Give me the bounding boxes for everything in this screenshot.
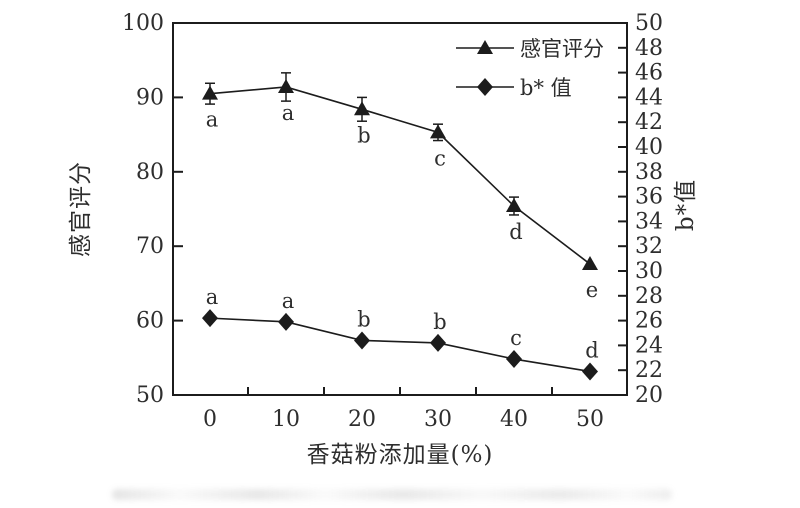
series-sensory-score: a a b c d e	[202, 72, 598, 302]
right-axis-tick-label: 32	[635, 234, 663, 259]
right-axis-tick-label: 38	[635, 160, 663, 185]
significance-letter: e	[586, 278, 598, 302]
diamond-marker	[430, 333, 446, 352]
series-b-star-value: a a b b c d	[202, 285, 599, 381]
left-axis: 50 60 70 80 90 100	[122, 11, 183, 408]
print-artifact-band	[112, 489, 672, 500]
right-axis-tick-label: 26	[635, 309, 663, 334]
left-axis-tick-label: 80	[136, 160, 164, 185]
left-axis-tick-label: 90	[136, 85, 164, 110]
right-axis-tick-label: 36	[635, 185, 663, 210]
significance-letter: c	[434, 146, 446, 170]
right-axis-tick-label: 46	[635, 61, 663, 86]
diamond-marker	[354, 331, 370, 350]
x-axis-tick-label: 40	[500, 407, 528, 432]
right-axis-tick-label: 24	[635, 333, 663, 358]
right-axis-tick-label: 50	[635, 11, 663, 36]
x-axis: 0 10 20 30 40 50	[203, 387, 604, 432]
left-axis-tick-label: 50	[136, 383, 164, 408]
right-axis-tick-label: 30	[635, 259, 663, 284]
left-y-axis-title: 感官评分	[68, 161, 94, 257]
diamond-marker	[278, 312, 294, 331]
diamond-marker	[506, 350, 522, 369]
diamond-marker	[477, 78, 493, 96]
right-y-axis-title: b*值	[673, 178, 699, 232]
left-axis-tick-label: 70	[136, 234, 164, 259]
right-axis-tick-label: 44	[635, 85, 663, 110]
triangle-marker	[278, 78, 294, 93]
significance-letter: d	[585, 338, 598, 362]
triangle-marker	[202, 85, 218, 100]
x-axis-tick-label: 50	[576, 407, 604, 432]
left-axis-tick-label: 100	[122, 11, 164, 36]
left-axis-tick-label: 60	[136, 309, 164, 334]
right-axis-tick-label: 22	[635, 358, 663, 383]
significance-letter: a	[282, 101, 295, 125]
right-axis-tick-label: 20	[635, 383, 663, 408]
x-axis-tick-label: 30	[424, 407, 452, 432]
series-line	[209, 86, 591, 265]
legend-entry-label: b* 值	[520, 76, 572, 100]
significance-letter: a	[206, 108, 219, 132]
significance-letter: a	[282, 289, 295, 313]
significance-letter: b	[433, 310, 446, 334]
significance-letter: d	[509, 220, 522, 244]
x-axis-title: 香菇粉添加量(%)	[306, 442, 494, 468]
diamond-marker	[202, 309, 218, 328]
right-axis-tick-label: 48	[635, 36, 663, 61]
x-axis-tick-label: 0	[203, 407, 217, 432]
right-axis-tick-label: 34	[635, 209, 663, 234]
x-axis-tick-label: 20	[348, 407, 376, 432]
right-axis-tick-label: 28	[635, 284, 663, 309]
series-line	[209, 317, 591, 373]
x-axis-tick-label: 10	[272, 407, 300, 432]
significance-letter: c	[510, 326, 522, 350]
significance-letter: b	[357, 307, 370, 331]
legend: 感官评分 b* 值	[456, 37, 604, 100]
significance-letter: a	[206, 285, 219, 309]
significance-letter: b	[357, 123, 370, 147]
triangle-marker	[506, 198, 522, 213]
right-axis-tick-label: 42	[635, 110, 663, 135]
triangle-marker	[477, 40, 493, 54]
diamond-marker	[582, 362, 598, 381]
triangle-marker	[354, 101, 370, 116]
triangle-marker	[430, 124, 446, 139]
right-axis-tick-label: 40	[635, 135, 663, 160]
legend-entry-label: 感官评分	[520, 37, 604, 61]
triangle-marker	[582, 256, 598, 271]
